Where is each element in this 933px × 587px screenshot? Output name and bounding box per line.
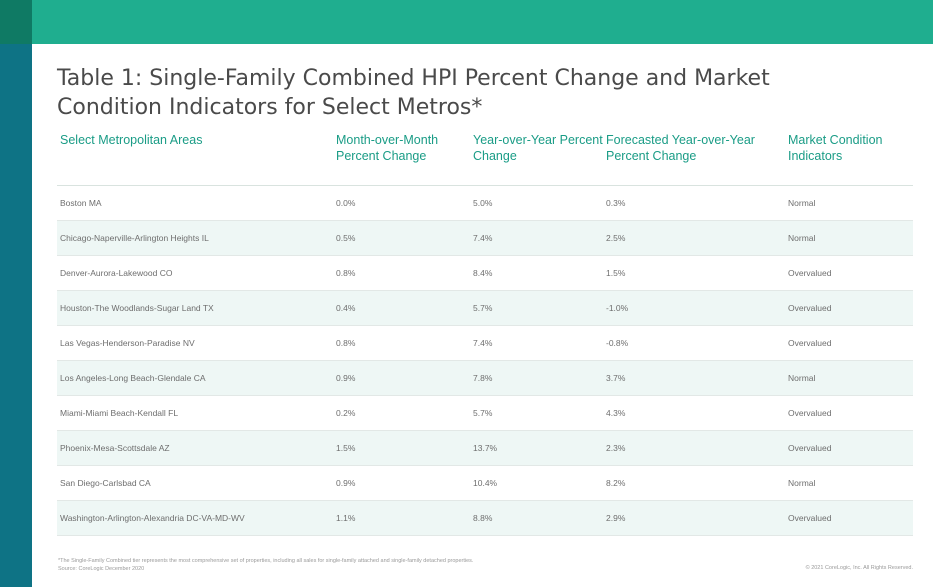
cell-area: Chicago-Naperville-Arlington Heights IL bbox=[60, 233, 209, 243]
table-body: Boston MA 0.0% 5.0% 0.3% Normal Chicago-Naper… bbox=[57, 186, 913, 536]
cell-yoy: 13.7% bbox=[473, 443, 498, 453]
cell-mom: 0.8% bbox=[336, 268, 356, 278]
source-line: Source: CoreLogic December 2020 bbox=[58, 566, 145, 572]
cell-yoy: 5.0% bbox=[473, 198, 493, 208]
table-row: Los Angeles-Long Beach-Glendale CA 0.9% 7.… bbox=[57, 361, 913, 396]
cell-forecast: 2.3% bbox=[606, 443, 626, 453]
column-header-mom: Month-over-Month Percent Change bbox=[336, 133, 439, 163]
cell-mom: 0.8% bbox=[336, 338, 356, 348]
cell-forecast: 0.3% bbox=[606, 198, 626, 208]
table-row: Phoenix-Mesa-Scottsdale AZ 1.5% 13.7% 2.3% O… bbox=[57, 431, 913, 466]
cell-yoy: 5.7% bbox=[473, 303, 493, 313]
top-band-accent bbox=[0, 0, 32, 44]
table-row: Miami-Miami Beach-Kendall FL 0.2% 5.7% 4.3%… bbox=[57, 396, 913, 431]
cell-forecast: -1.0% bbox=[606, 303, 629, 313]
cell-forecast: 3.7% bbox=[606, 373, 626, 383]
table-row: Boston MA 0.0% 5.0% 0.3% Normal bbox=[57, 186, 913, 221]
table-row: Denver-Aurora-Lakewood CO 0.8% 8.4% 1.5% Ove… bbox=[57, 256, 913, 291]
cell-area: Houston-The Woodlands-Sugar Land TX bbox=[60, 303, 214, 313]
cell-indicator: Overvalued bbox=[788, 338, 832, 348]
copyright: © 2021 CoreLogic, Inc. All Rights Reserv… bbox=[805, 565, 913, 571]
cell-mom: 0.0% bbox=[336, 198, 356, 208]
cell-area: Boston MA bbox=[60, 198, 102, 208]
cell-yoy: 8.8% bbox=[473, 513, 493, 523]
table-title: Table 1: Single-Family Combined HPI Perc… bbox=[57, 66, 770, 120]
cell-mom: 0.2% bbox=[336, 408, 356, 418]
column-header-forecast: Forecasted Year-over-Year Percent Change bbox=[606, 133, 755, 163]
cell-area: Las Vegas-Henderson-Paradise NV bbox=[60, 338, 195, 348]
hpi-table: Select Metropolitan Areas Month-over-Mon… bbox=[57, 130, 913, 536]
table-row: Las Vegas-Henderson-Paradise NV 0.8% 7.4% -… bbox=[57, 326, 913, 361]
cell-forecast: 8.2% bbox=[606, 478, 626, 488]
column-header-area: Select Metropolitan Areas bbox=[60, 133, 203, 147]
cell-yoy: 7.4% bbox=[473, 338, 493, 348]
footnote: *The Single-Family Combined tier represe… bbox=[58, 557, 678, 573]
cell-forecast: 2.5% bbox=[606, 233, 626, 243]
cell-forecast: 2.9% bbox=[606, 513, 626, 523]
top-color-band bbox=[0, 0, 933, 44]
cell-area: Washington-Arlington-Alexandria DC-VA-MD… bbox=[60, 513, 245, 523]
cell-forecast: -0.8% bbox=[606, 338, 629, 348]
cell-indicator: Overvalued bbox=[788, 268, 832, 278]
column-header-yoy: Year-over-Year Percent Change bbox=[473, 133, 603, 163]
cell-mom: 1.1% bbox=[336, 513, 356, 523]
cell-indicator: Normal bbox=[788, 373, 816, 383]
cell-indicator: Overvalued bbox=[788, 303, 832, 313]
cell-yoy: 10.4% bbox=[473, 478, 498, 488]
table-header-row: Select Metropolitan Areas Month-over-Mon… bbox=[57, 130, 913, 186]
cell-mom: 1.5% bbox=[336, 443, 356, 453]
column-header-indicator: Market Condition Indicators bbox=[788, 133, 883, 163]
cell-area: San Diego-Carlsbad CA bbox=[60, 478, 151, 488]
table-row: Houston-The Woodlands-Sugar Land TX 0.4% 5… bbox=[57, 291, 913, 326]
table-row: Washington-Arlington-Alexandria DC-VA-MD… bbox=[57, 501, 913, 536]
cell-indicator: Normal bbox=[788, 478, 816, 488]
cell-indicator: Overvalued bbox=[788, 513, 832, 523]
left-color-bar bbox=[0, 44, 32, 587]
cell-mom: 0.9% bbox=[336, 373, 356, 383]
cell-forecast: 1.5% bbox=[606, 268, 626, 278]
cell-forecast: 4.3% bbox=[606, 408, 626, 418]
table-row: San Diego-Carlsbad CA 0.9% 10.4% 8.2% Normal bbox=[57, 466, 913, 501]
cell-mom: 0.5% bbox=[336, 233, 356, 243]
cell-indicator: Normal bbox=[788, 233, 816, 243]
cell-area: Denver-Aurora-Lakewood CO bbox=[60, 268, 173, 278]
footnote-line: *The Single-Family Combined tier represe… bbox=[58, 558, 474, 564]
cell-yoy: 8.4% bbox=[473, 268, 493, 278]
cell-area: Miami-Miami Beach-Kendall FL bbox=[60, 408, 179, 418]
cell-mom: 0.9% bbox=[336, 478, 356, 488]
table-row: Chicago-Naperville-Arlington Heights IL 0… bbox=[57, 221, 913, 256]
cell-yoy: 5.7% bbox=[473, 408, 493, 418]
cell-yoy: 7.4% bbox=[473, 233, 493, 243]
cell-yoy: 7.8% bbox=[473, 373, 493, 383]
cell-area: Los Angeles-Long Beach-Glendale CA bbox=[60, 373, 206, 383]
cell-indicator: Overvalued bbox=[788, 408, 832, 418]
cell-area: Phoenix-Mesa-Scottsdale AZ bbox=[60, 443, 170, 453]
cell-indicator: Overvalued bbox=[788, 443, 832, 453]
cell-mom: 0.4% bbox=[336, 303, 356, 313]
cell-indicator: Normal bbox=[788, 198, 816, 208]
